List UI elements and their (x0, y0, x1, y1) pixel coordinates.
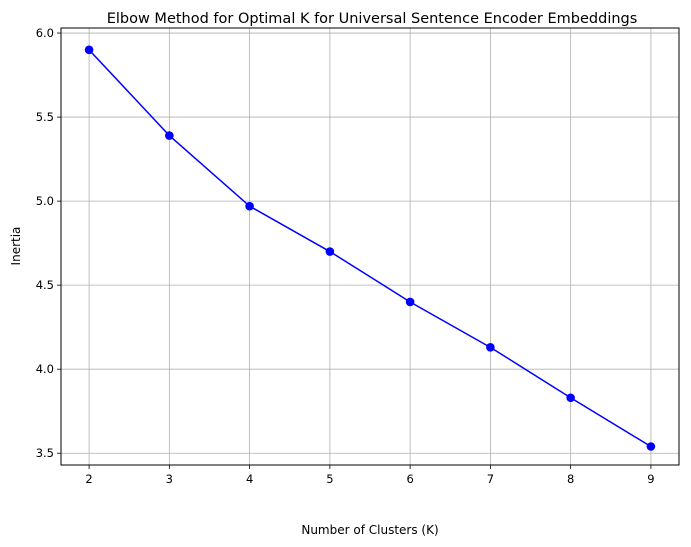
data-point (566, 393, 575, 403)
data-point (165, 131, 174, 140)
x-tick-label: 6 (406, 472, 413, 486)
x-tick-label: 9 (647, 472, 654, 486)
y-tick-label: 5.5 (36, 110, 54, 124)
x-axis: 2 3 4 5 6 7 8 9 (85, 465, 655, 486)
x-tick-label: 8 (567, 472, 574, 486)
data-point (245, 201, 254, 211)
series-line (88, 49, 652, 448)
x-tick-label: 2 (85, 472, 92, 486)
data-point (325, 247, 335, 256)
y-tick-label: 4.0 (36, 362, 54, 376)
plot-area-frame (60, 27, 680, 466)
data-point (405, 297, 415, 307)
chart-title: Elbow Method for Optimal K for Universal… (107, 11, 638, 27)
series-markers (84, 45, 656, 451)
y-tick-label: 3.5 (36, 446, 54, 460)
x-tick-label: 4 (246, 472, 253, 486)
y-axis: 3.5 4.0 4.5 5.0 5.5 6.0 (36, 26, 61, 460)
x-axis-label: Number of Clusters (K) (301, 523, 438, 537)
x-tick-label: 3 (166, 472, 173, 486)
data-point (84, 45, 94, 55)
x-tick-label: 5 (326, 472, 333, 486)
data-point (646, 442, 656, 451)
x-tick-label: 7 (487, 472, 494, 486)
grid-lines (61, 28, 679, 465)
y-tick-label: 6.0 (36, 26, 54, 40)
y-tick-label: 5.0 (36, 194, 54, 208)
y-axis-label: Inertia (9, 227, 23, 266)
y-tick-label: 4.5 (36, 278, 54, 292)
data-point (486, 343, 495, 352)
